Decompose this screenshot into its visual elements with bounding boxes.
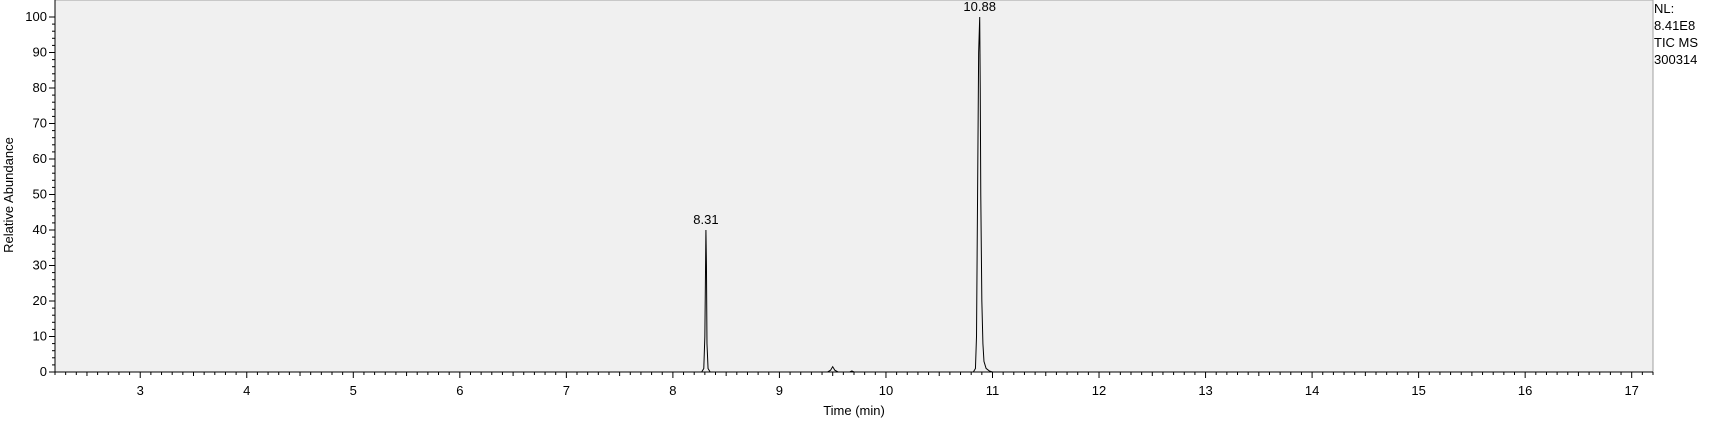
plot-area [54, 0, 1654, 373]
x-tick-label: 11 [986, 383, 1000, 398]
y-axis-title: Relative Abundance [1, 137, 16, 253]
nl-label: NL: [1654, 1, 1675, 16]
nl-value: 8.41E8 [1654, 18, 1696, 33]
x-tick-label: 12 [1092, 383, 1106, 398]
x-tick-label: 4 [243, 383, 250, 398]
x-tick-label: 8 [669, 383, 676, 398]
x-axis: 3 4 5 6 7 8 9 10 11 12 13 14 15 16 17 [54, 371, 1654, 398]
x-tick-label: 7 [563, 383, 570, 398]
y-tick-label: 80 [33, 80, 47, 95]
scan-type: TIC MS [1654, 35, 1699, 50]
x-tick-label: 13 [1198, 383, 1212, 398]
x-tick-label: 15 [1411, 383, 1425, 398]
peak-labels: 8.31 10.88 [693, 0, 996, 227]
y-tick-label: 20 [33, 293, 47, 308]
tic-trace [55, 16, 1653, 373]
y-tick-label: 100 [25, 9, 47, 24]
peak-label: 10.88 [963, 0, 996, 14]
x-tick-label: 5 [350, 383, 357, 398]
scan-info-panel: NL: 8.41E8 TIC MS 300314 [1654, 0, 1698, 68]
x-tick-label: 16 [1518, 383, 1532, 398]
y-tick-label: 60 [33, 151, 47, 166]
x-tick-label: 10 [879, 383, 893, 398]
x-tick-label: 17 [1624, 383, 1638, 398]
y-tick-label: 70 [33, 116, 47, 131]
y-tick-label: 40 [33, 222, 47, 237]
x-tick-label: 6 [456, 383, 463, 398]
y-tick-label: 50 [33, 187, 47, 202]
y-tick-label: 10 [33, 329, 47, 344]
y-tick-label: 90 [33, 45, 47, 60]
y-tick-label: 30 [33, 258, 47, 273]
y-axis: 0 10 20 30 40 50 60 70 80 90 100 [25, 0, 56, 379]
x-tick-label: 3 [137, 383, 144, 398]
sample-id: 300314 [1654, 52, 1698, 67]
x-tick-label: 9 [776, 383, 783, 398]
x-tick-label: 14 [1305, 383, 1319, 398]
x-axis-title: Time (min) [823, 403, 885, 418]
peak-label: 8.31 [693, 212, 718, 227]
y-tick-label: 0 [40, 364, 47, 379]
